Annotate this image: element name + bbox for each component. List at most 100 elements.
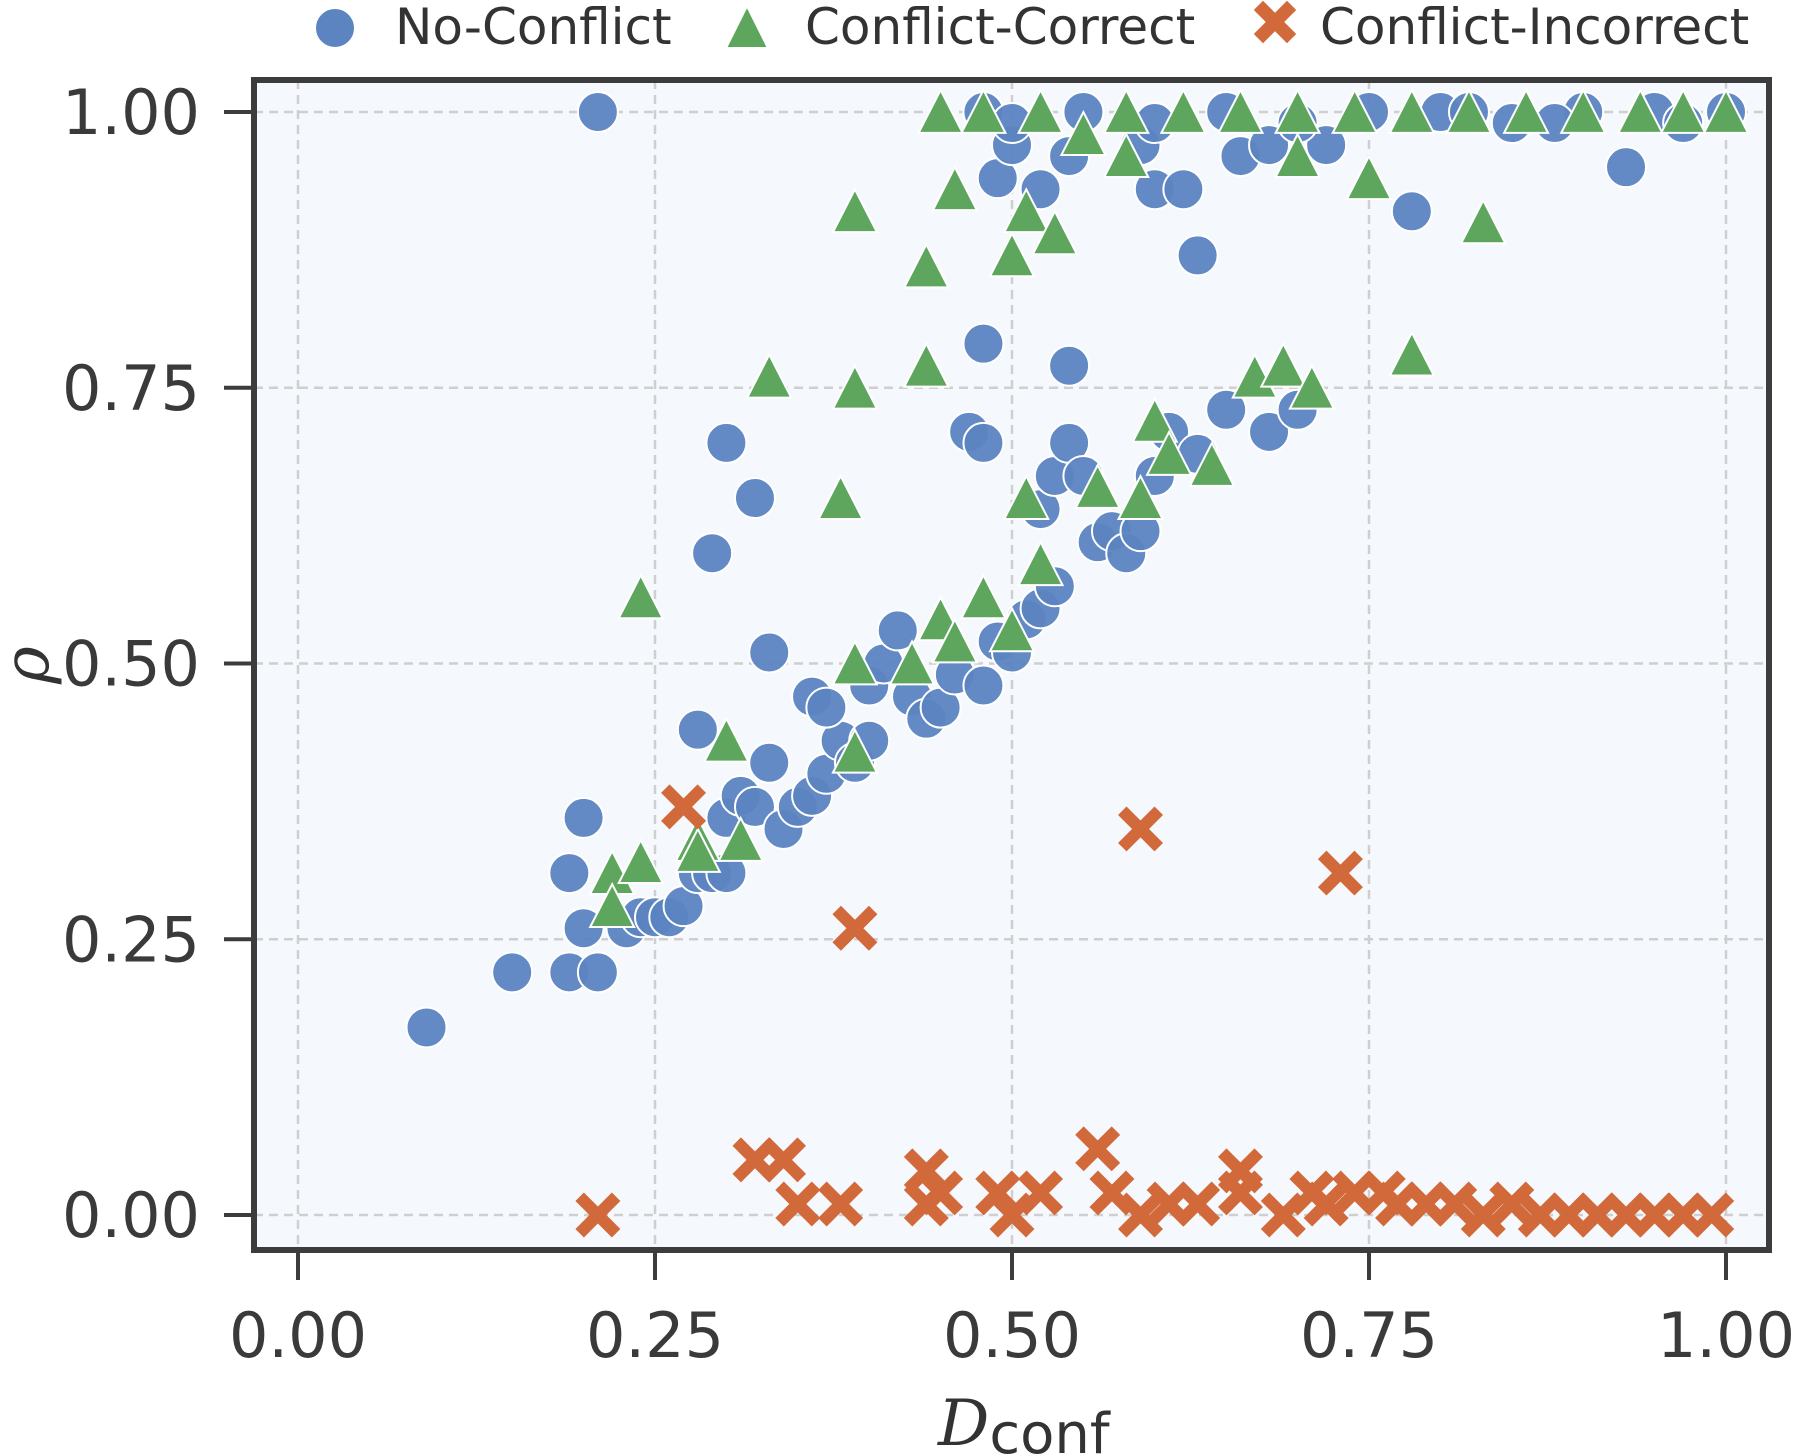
point-no-conflict	[1048, 344, 1091, 387]
y-tick-label: 0.00	[62, 1179, 200, 1252]
point-no-conflict	[1390, 190, 1433, 233]
point-conflict-correct	[1002, 187, 1050, 234]
point-no-conflict	[805, 686, 848, 729]
point-conflict-incorrect	[1303, 1181, 1349, 1227]
x-axis-label-subscript: conf	[989, 1402, 1111, 1455]
point-conflict-correct	[888, 639, 936, 686]
legend: No-Conflict Conflict-Correct Conflict-In…	[314, 0, 1749, 56]
point-no-conflict	[405, 1006, 448, 1049]
point-conflict-incorrect	[1403, 1181, 1449, 1227]
point-conflict-correct	[817, 473, 865, 520]
data-points	[405, 87, 1750, 1238]
point-no-conflict	[691, 532, 734, 575]
point-no-conflict	[491, 951, 534, 994]
point-no-conflict	[1605, 146, 1648, 189]
point-no-conflict	[676, 708, 719, 751]
point-conflict-correct	[831, 187, 879, 234]
point-no-conflict	[733, 477, 776, 520]
x-axis-label-main: D	[937, 1387, 989, 1455]
point-conflict-incorrect	[1632, 1192, 1678, 1238]
x-tick-label: 0.00	[229, 1299, 367, 1372]
y-axis-label: ρ	[0, 646, 64, 685]
x-tick-label: 1.00	[1657, 1299, 1795, 1372]
point-conflict-incorrect	[1018, 1170, 1064, 1216]
point-no-conflict	[962, 322, 1005, 365]
point-conflict-incorrect	[1546, 1192, 1592, 1238]
point-conflict-correct	[1102, 87, 1150, 134]
point-conflict-correct	[1074, 462, 1122, 509]
point-conflict-incorrect	[1375, 1181, 1421, 1227]
point-conflict-correct	[1216, 87, 1265, 134]
point-conflict-correct	[1031, 209, 1079, 256]
point-conflict-correct	[1659, 87, 1707, 134]
point-no-conflict	[748, 631, 791, 674]
point-conflict-correct	[1559, 87, 1607, 134]
point-no-conflict	[705, 421, 748, 464]
point-no-conflict	[1162, 168, 1205, 211]
point-conflict-incorrect	[1317, 850, 1363, 896]
point-conflict-incorrect	[1175, 1181, 1221, 1227]
point-conflict-correct	[988, 231, 1036, 278]
point-conflict-correct	[916, 87, 965, 134]
point-conflict-incorrect	[1432, 1181, 1478, 1227]
point-conflict-correct	[1331, 87, 1379, 134]
point-conflict-incorrect	[818, 1181, 864, 1227]
point-conflict-incorrect	[918, 1170, 964, 1216]
point-no-conflict	[1248, 410, 1291, 453]
x-tick-label: 0.75	[1300, 1299, 1438, 1372]
point-conflict-correct	[1016, 87, 1065, 134]
x-tick-label: 0.50	[943, 1299, 1081, 1372]
point-conflict-correct	[1259, 341, 1307, 388]
legend-marker-conflict-incorrect	[1253, 0, 1297, 44]
point-conflict-incorrect	[1574, 1192, 1620, 1238]
point-conflict-incorrect	[1146, 1181, 1192, 1227]
point-conflict-incorrect	[832, 905, 878, 951]
point-conflict-correct	[831, 363, 879, 410]
point-no-conflict	[548, 852, 591, 895]
point-conflict-correct	[1131, 396, 1179, 443]
point-conflict-incorrect	[1603, 1192, 1649, 1238]
point-conflict-correct	[1145, 429, 1193, 476]
point-conflict-incorrect	[575, 1192, 621, 1238]
point-conflict-correct	[831, 727, 879, 774]
point-conflict-incorrect	[1118, 1192, 1164, 1238]
point-no-conflict	[962, 421, 1005, 464]
point-no-conflict	[576, 91, 619, 133]
point-conflict-incorrect	[1689, 1192, 1735, 1238]
point-conflict-correct	[617, 837, 665, 884]
point-conflict-correct	[745, 352, 793, 399]
point-conflict-correct	[1345, 153, 1393, 201]
point-conflict-correct	[1016, 540, 1065, 587]
point-conflict-correct	[959, 573, 1008, 620]
point-no-conflict	[1205, 388, 1248, 431]
point-conflict-correct	[902, 341, 950, 388]
point-conflict-correct	[959, 87, 1008, 134]
point-conflict-correct	[1388, 330, 1436, 377]
point-conflict-correct	[1445, 87, 1493, 134]
point-conflict-correct	[1273, 131, 1322, 179]
plot-frame	[251, 77, 1772, 1253]
point-conflict-correct	[1159, 87, 1207, 134]
point-no-conflict	[733, 785, 776, 828]
point-conflict-correct	[717, 815, 765, 862]
point-conflict-correct	[1102, 131, 1150, 179]
point-conflict-correct	[1188, 440, 1236, 487]
point-conflict-incorrect	[1075, 1126, 1121, 1172]
point-conflict-correct	[831, 639, 879, 686]
point-conflict-correct	[1273, 87, 1322, 134]
point-conflict-correct	[1502, 87, 1550, 134]
point-conflict-correct	[702, 716, 751, 763]
point-conflict-correct	[1059, 109, 1108, 156]
point-conflict-correct	[1288, 363, 1336, 410]
point-no-conflict	[748, 741, 791, 784]
point-no-conflict	[962, 664, 1005, 707]
point-conflict-correct	[1002, 473, 1050, 520]
y-tick-label: 1.00	[62, 76, 200, 149]
point-conflict-correct	[1702, 87, 1750, 134]
axis-ticks: 0.00 0.25 0.50 0.75 1.00 0.00 0.25 0.50 0.75 1.00	[62, 76, 1795, 1372]
point-conflict-incorrect	[661, 784, 707, 830]
point-conflict-incorrect	[775, 1181, 821, 1227]
legend-label-no-conflict: No-Conflict	[395, 0, 672, 56]
legend-label-conflict-correct: Conflict-Correct	[805, 0, 1195, 56]
legend-label-conflict-incorrect: Conflict-Incorrect	[1320, 0, 1749, 56]
